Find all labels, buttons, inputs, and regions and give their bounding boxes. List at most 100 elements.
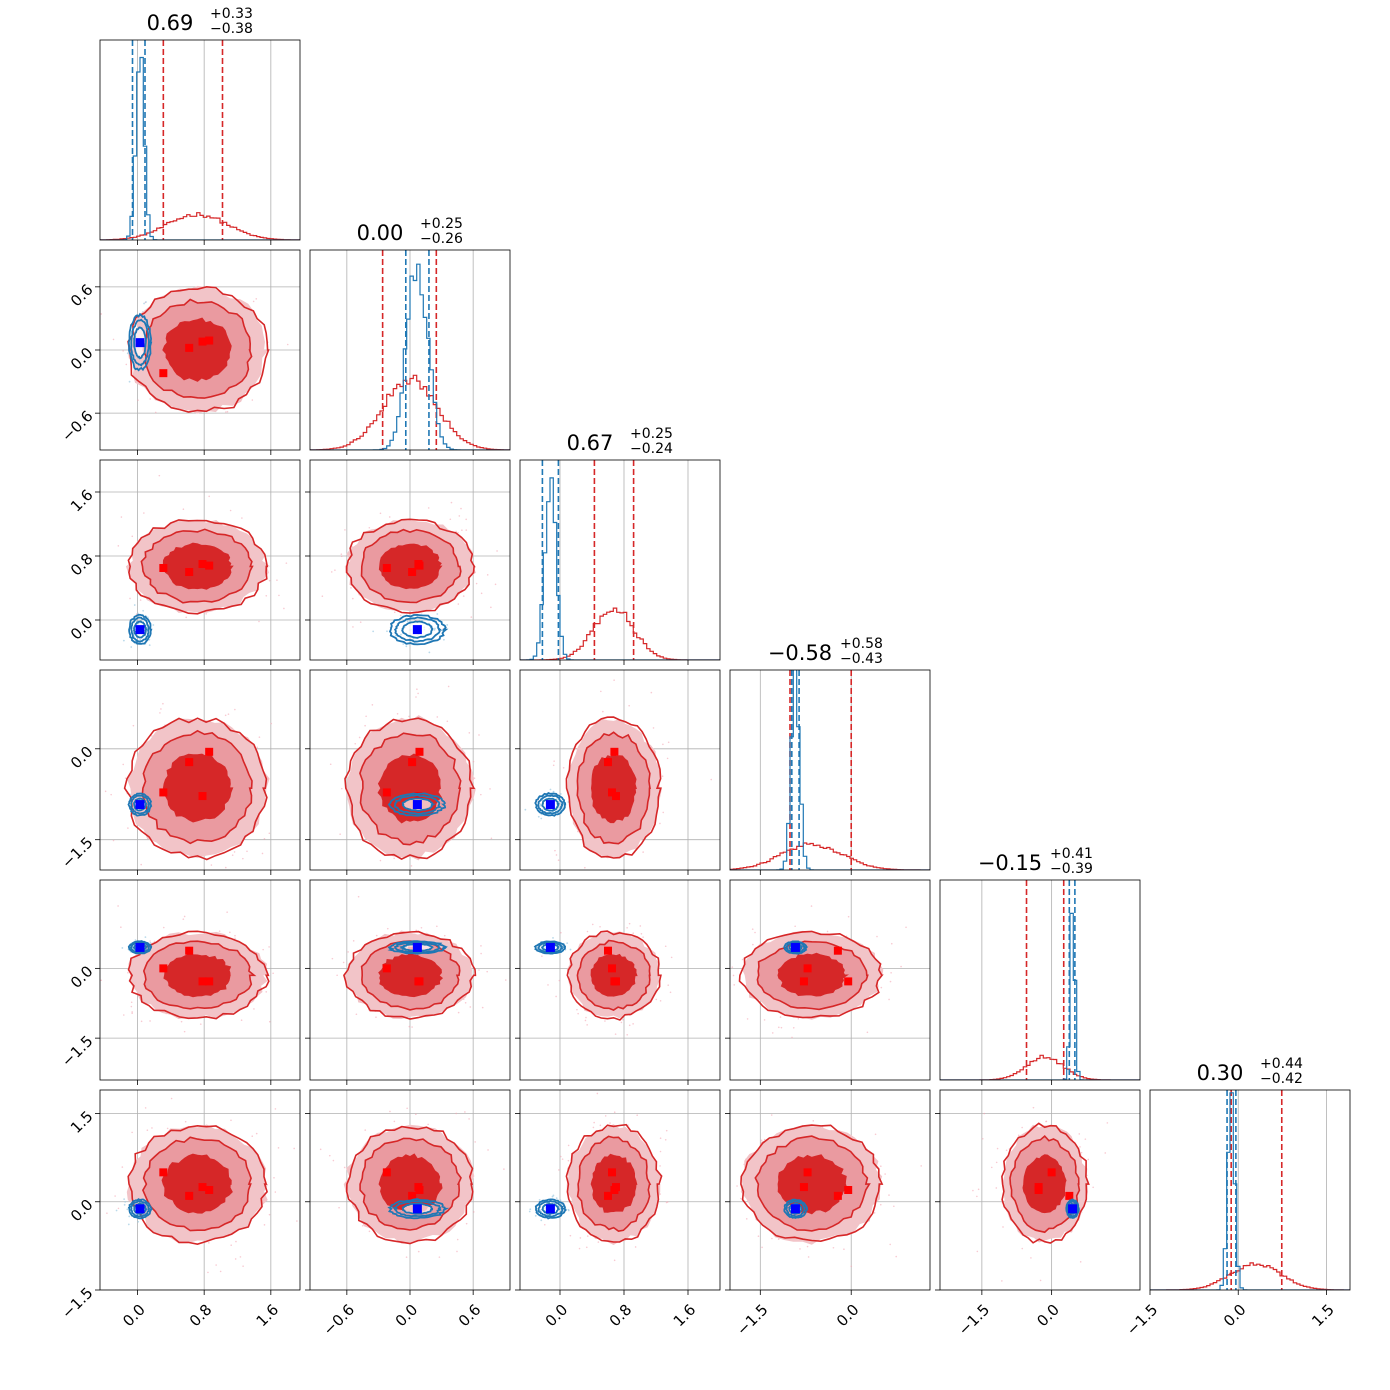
- scatter-point: [56, 581, 58, 583]
- red-marker: [612, 792, 620, 801]
- blue-marker: [412, 1204, 422, 1214]
- scatter-point: [135, 613, 138, 615]
- y-tick-label: 0.0: [67, 614, 97, 644]
- scatter-point: [274, 1191, 277, 1193]
- panel-5-4: −1.5 0.0: [935, 1089, 1141, 1339]
- scatter-point: [96, 309, 98, 311]
- blue-marker: [412, 625, 422, 635]
- scatter-point: [375, 934, 378, 937]
- scatter-point: [770, 1114, 773, 1116]
- red-marker: [415, 561, 424, 570]
- scatter-point: [219, 1270, 222, 1273]
- scatter-point: [537, 815, 540, 818]
- scatter-point: [270, 722, 273, 725]
- scatter-point: [400, 633, 402, 636]
- scatter-point: [457, 1011, 460, 1014]
- scatter-point: [667, 741, 670, 744]
- scatter-point: [183, 1030, 186, 1033]
- scatter-point: [1017, 1134, 1020, 1137]
- scatter-point: [183, 915, 186, 918]
- scatter-point: [361, 1224, 364, 1227]
- scatter-point: [131, 1011, 133, 1013]
- x-tick-label: 0.6: [455, 1301, 485, 1331]
- scatter-point: [746, 1018, 749, 1020]
- panel-0-0: 0.69 +0.33−0.38: [99, 6, 301, 245]
- scatter-point: [555, 1197, 558, 1200]
- scatter-point: [780, 1026, 783, 1029]
- scatter-point: [447, 685, 450, 688]
- scatter-point: [455, 1112, 457, 1115]
- scatter-point: [364, 1129, 367, 1131]
- scatter-point: [389, 1110, 391, 1113]
- blue-contour: [391, 1200, 442, 1218]
- scatter-point: [293, 1147, 295, 1150]
- panel-title-plus: +0.44: [1260, 1056, 1303, 1072]
- panel-frame: [519, 669, 721, 871]
- scatter-point: [145, 301, 147, 303]
- scatter-point: [100, 313, 103, 315]
- red-marker: [185, 946, 194, 955]
- scatter-point: [504, 979, 507, 981]
- histogram-series-1: [100, 56, 300, 240]
- scatter-point: [154, 411, 157, 414]
- scatter-point: [1106, 1122, 1109, 1124]
- panel-title-minus: −0.43: [840, 651, 883, 667]
- y-tick-label: 0.0: [67, 344, 97, 374]
- scatter-point: [732, 974, 735, 977]
- scatter-point: [503, 1168, 505, 1170]
- scatter-point: [779, 1016, 782, 1018]
- blue-contour: [1065, 1198, 1080, 1219]
- scatter-point: [375, 1016, 377, 1018]
- scatter-point: [263, 837, 266, 840]
- scatter-point: [394, 634, 397, 637]
- scatter-point: [127, 971, 129, 974]
- scatter-point: [596, 1092, 599, 1095]
- scatter-point: [724, 1025, 726, 1027]
- contour-outer: [565, 1123, 663, 1243]
- scatter-point: [650, 691, 653, 694]
- scatter-point: [487, 1149, 489, 1151]
- red-marker: [604, 946, 612, 955]
- scatter-point: [494, 583, 497, 586]
- scatter-point: [234, 937, 236, 940]
- x-tick-label: −1.5: [1123, 1301, 1161, 1339]
- scatter-point: [185, 616, 187, 619]
- scatter-point: [276, 579, 278, 581]
- y-tick-label: 0.0: [67, 1196, 97, 1226]
- scatter-point: [128, 1215, 131, 1218]
- scatter-point: [895, 1255, 898, 1258]
- panel-frame: [519, 459, 721, 661]
- scatter-point: [150, 735, 153, 737]
- panel-4-1: [305, 879, 511, 1085]
- scatter-point: [632, 1023, 634, 1025]
- blue-marker: [135, 942, 145, 952]
- scatter-point: [529, 1208, 532, 1211]
- scatter-point: [357, 895, 360, 898]
- scatter-point: [777, 1026, 780, 1029]
- scatter-point: [428, 651, 431, 654]
- scatter-point: [561, 1158, 564, 1160]
- scatter-point: [655, 998, 658, 1001]
- red-marker: [1034, 1186, 1043, 1194]
- red-marker: [185, 568, 194, 576]
- scatter-point: [900, 965, 902, 968]
- scatter-point: [139, 599, 142, 601]
- scatter-point: [242, 1265, 244, 1267]
- panel-5-5: 0.30 +0.44−0.42 −1.5 0.0 1.5: [1123, 1056, 1351, 1339]
- y-tick-label: −1.5: [58, 834, 96, 872]
- scatter-point: [873, 1212, 876, 1214]
- panel-title-minus: −0.26: [420, 231, 463, 247]
- scatter-point: [137, 612, 140, 615]
- scatter-point: [995, 1187, 998, 1189]
- scatter-point: [760, 1139, 763, 1142]
- red-marker: [198, 337, 207, 346]
- scatter-point: [549, 788, 552, 791]
- red-marker: [610, 1186, 619, 1194]
- scatter-point: [229, 509, 232, 512]
- scatter-point: [597, 1241, 600, 1243]
- scatter-point: [196, 871, 198, 873]
- panel-frame: [99, 1089, 301, 1291]
- scatter-point: [148, 644, 151, 647]
- scatter-point: [227, 713, 230, 715]
- scatter-point: [106, 1212, 108, 1215]
